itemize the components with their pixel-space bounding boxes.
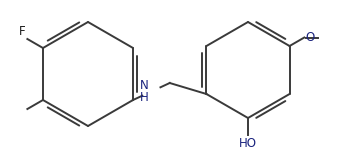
Text: F: F (19, 25, 25, 38)
Text: HO: HO (239, 137, 257, 150)
Text: N
H: N H (140, 79, 148, 104)
Text: O: O (305, 31, 315, 44)
